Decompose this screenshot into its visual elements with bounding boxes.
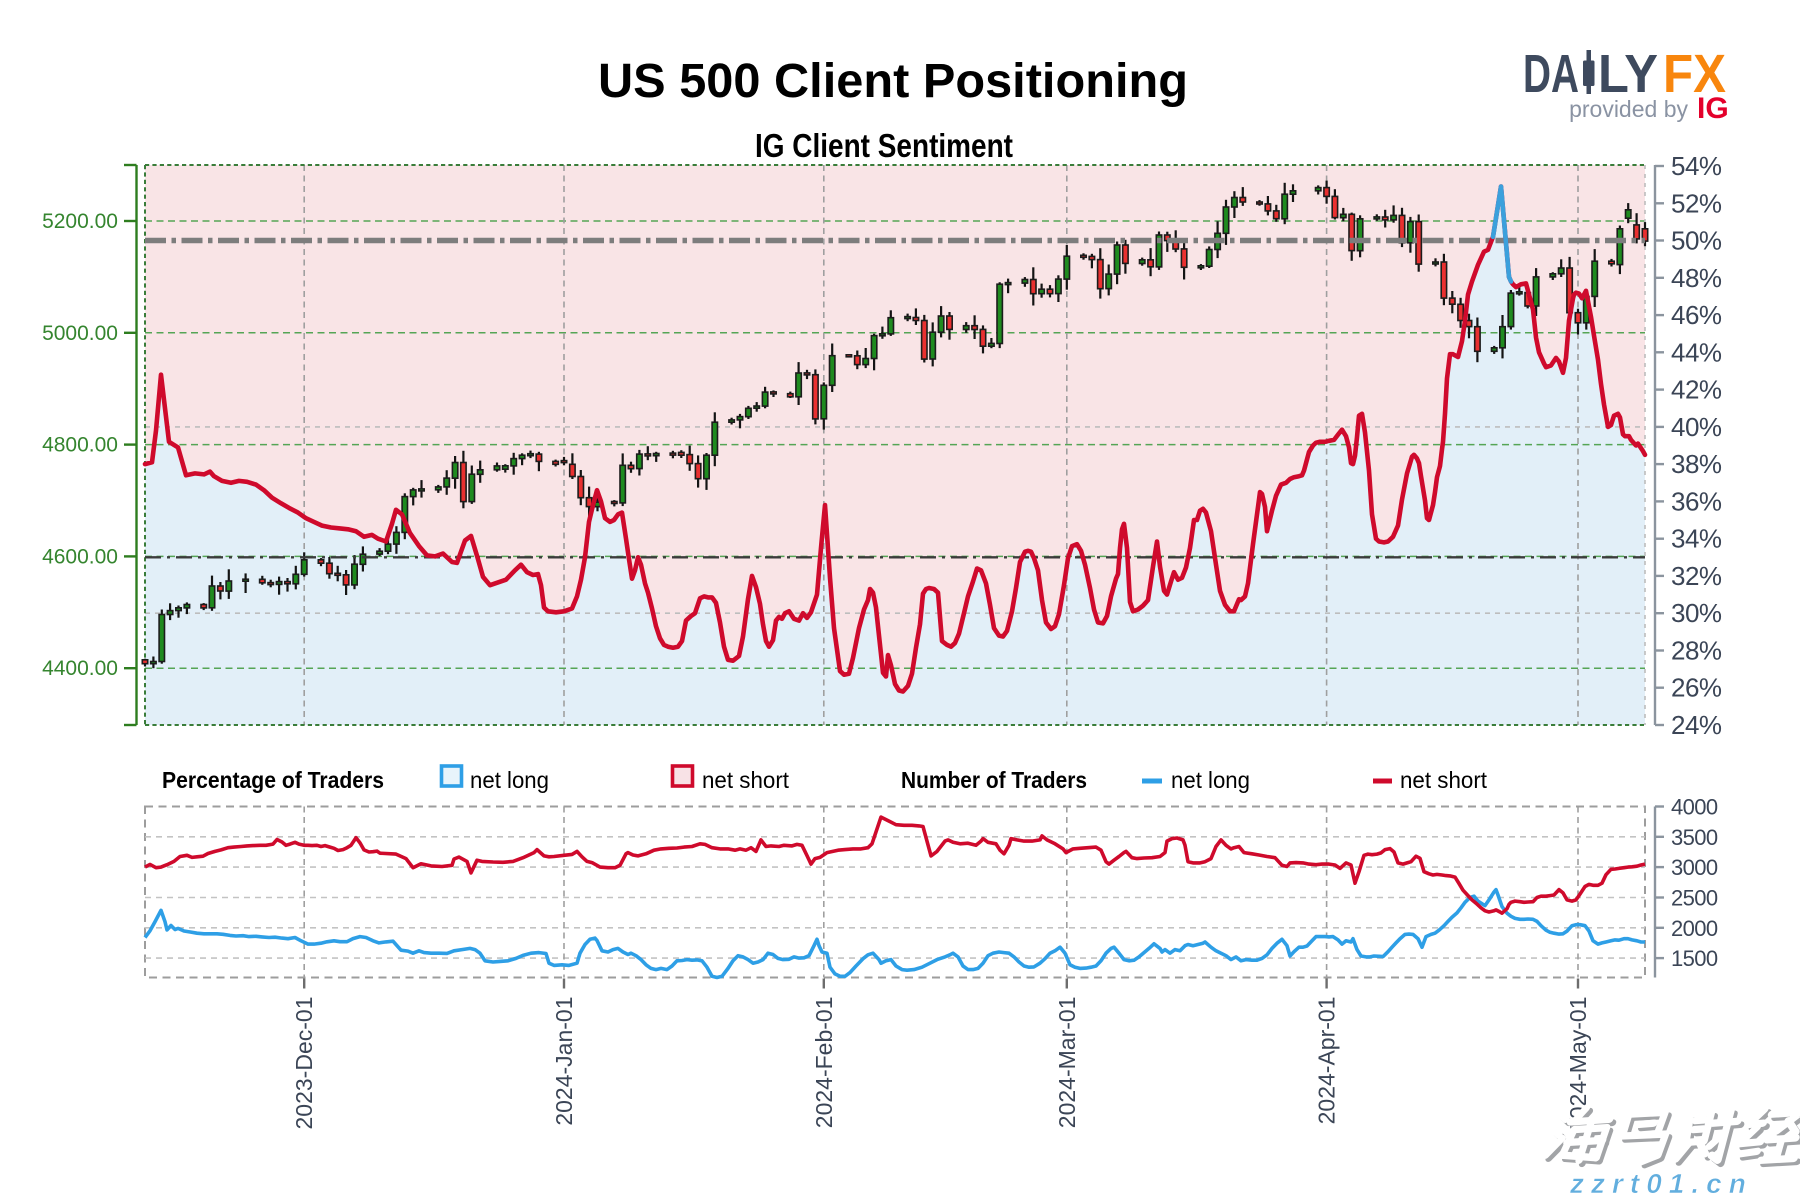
svg-text:IG Client Sentiment: IG Client Sentiment xyxy=(755,127,1013,164)
svg-text:4800.00: 4800.00 xyxy=(42,434,118,457)
svg-text:48%: 48% xyxy=(1671,263,1722,293)
svg-text:Percentage of Traders: Percentage of Traders xyxy=(162,767,384,793)
svg-text:30%: 30% xyxy=(1671,598,1722,628)
svg-text:Number of Traders: Number of Traders xyxy=(901,767,1087,793)
svg-text:US 500 Client Positioning: US 500 Client Positioning xyxy=(598,55,1188,108)
svg-text:4000: 4000 xyxy=(1671,795,1718,820)
svg-text:44%: 44% xyxy=(1671,337,1722,367)
svg-text:34%: 34% xyxy=(1671,524,1722,554)
svg-text:DA: DA xyxy=(1523,44,1579,104)
svg-text:2000: 2000 xyxy=(1671,916,1718,941)
svg-text:28%: 28% xyxy=(1671,636,1722,666)
svg-text:net short: net short xyxy=(1400,767,1488,793)
svg-text:FX: FX xyxy=(1663,44,1726,104)
svg-text:2024-Jan-01: 2024-Jan-01 xyxy=(551,997,577,1126)
svg-text:4400.00: 4400.00 xyxy=(42,657,118,680)
svg-text:2024-Feb-01: 2024-Feb-01 xyxy=(811,997,837,1129)
svg-text:IG: IG xyxy=(1697,92,1729,125)
svg-text:net long: net long xyxy=(1171,767,1250,793)
svg-text:net long: net long xyxy=(470,767,549,793)
svg-text:provided by: provided by xyxy=(1569,96,1688,122)
svg-text:46%: 46% xyxy=(1671,300,1722,330)
svg-text:32%: 32% xyxy=(1671,561,1722,591)
svg-text:net short: net short xyxy=(702,767,790,793)
svg-text:2024-Apr-01: 2024-Apr-01 xyxy=(1314,997,1340,1125)
svg-text:1500: 1500 xyxy=(1671,946,1718,971)
svg-text:5000.00: 5000.00 xyxy=(42,322,118,345)
svg-text:40%: 40% xyxy=(1671,412,1722,442)
svg-text:LY: LY xyxy=(1598,44,1658,104)
svg-text:2023-Dec-01: 2023-Dec-01 xyxy=(291,997,317,1130)
svg-text:24%: 24% xyxy=(1671,710,1722,740)
svg-text:38%: 38% xyxy=(1671,449,1722,479)
svg-text:2024-Mar-01: 2024-Mar-01 xyxy=(1054,997,1080,1129)
svg-text:2500: 2500 xyxy=(1671,886,1718,911)
svg-text:zzrt01.cn: zzrt01.cn xyxy=(1569,1168,1753,1199)
svg-text:36%: 36% xyxy=(1671,486,1722,516)
svg-text:3000: 3000 xyxy=(1671,855,1718,880)
svg-text:5200.00: 5200.00 xyxy=(42,210,118,233)
svg-text:4600.00: 4600.00 xyxy=(42,545,118,568)
svg-text:26%: 26% xyxy=(1671,673,1722,703)
svg-text:54%: 54% xyxy=(1671,151,1722,181)
svg-text:3500: 3500 xyxy=(1671,825,1718,850)
svg-text:50%: 50% xyxy=(1671,226,1722,256)
svg-text:42%: 42% xyxy=(1671,375,1722,405)
svg-text:52%: 52% xyxy=(1671,188,1722,218)
